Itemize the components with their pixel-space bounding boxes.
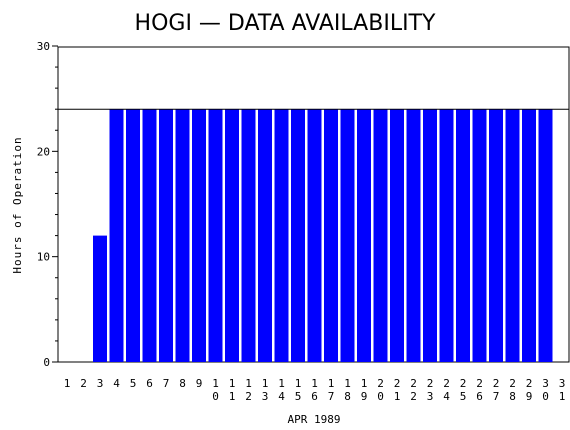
x-tick-label: 9 bbox=[196, 377, 203, 390]
y-axis-label: Hours of Operation bbox=[11, 136, 24, 273]
bar-apr-5 bbox=[126, 109, 140, 362]
bar-apr-28 bbox=[505, 109, 520, 362]
x-tick-label: 2 bbox=[80, 377, 87, 390]
bar-apr-26 bbox=[472, 109, 487, 362]
x-tick-label: 1 bbox=[64, 377, 71, 390]
y-tick-label: 30 bbox=[37, 40, 50, 53]
y-tick-label: 0 bbox=[43, 356, 50, 369]
x-tick-label: 7 bbox=[163, 377, 170, 390]
bar-apr-24 bbox=[439, 109, 454, 362]
x-tick-label: 6 bbox=[146, 377, 153, 390]
bar-apr-9 bbox=[192, 109, 206, 362]
bar-apr-19 bbox=[357, 109, 371, 362]
bar-apr-8 bbox=[175, 109, 190, 362]
bar-apr-23 bbox=[423, 109, 437, 362]
bar-apr-27 bbox=[489, 109, 503, 362]
bar-apr-11 bbox=[225, 109, 239, 362]
x-axis: 1 2 3 4 5 6 7 8 9 1 01 11 21 31 41 51 61 71 81 92 02 12 22 32 42… bbox=[64, 377, 566, 403]
bar-apr-30 bbox=[538, 109, 553, 362]
bar-apr-18 bbox=[340, 109, 355, 362]
x-tick-label: 5 bbox=[130, 377, 137, 390]
bar-apr-4 bbox=[109, 109, 124, 362]
bar-series bbox=[93, 109, 553, 362]
bar-apr-29 bbox=[522, 109, 536, 362]
chart-title: HOGI — DATA AVAILABILITY bbox=[135, 11, 436, 36]
bar-apr-20 bbox=[373, 109, 388, 362]
x-tick-label: 3 bbox=[97, 377, 104, 390]
bar-apr-22 bbox=[406, 109, 421, 362]
bar-apr-3 bbox=[93, 235, 107, 362]
bar-apr-10 bbox=[208, 109, 223, 362]
bar-apr-14 bbox=[274, 109, 289, 362]
y-tick-label: 10 bbox=[37, 251, 50, 264]
bar-apr-13 bbox=[258, 109, 272, 362]
x-axis-label: APR 1989 bbox=[288, 413, 341, 426]
bar-apr-12 bbox=[241, 109, 256, 362]
bar-apr-25 bbox=[456, 109, 470, 362]
bar-apr-15 bbox=[291, 109, 305, 362]
bar-apr-7 bbox=[159, 109, 173, 362]
y-tick-label: 20 bbox=[37, 145, 50, 158]
y-axis: 0 10 20 30 bbox=[37, 40, 58, 369]
bar-apr-6 bbox=[142, 109, 157, 362]
bar-apr-21 bbox=[390, 109, 404, 362]
x-tick-label: 8 bbox=[179, 377, 186, 390]
bar-apr-17 bbox=[324, 109, 338, 362]
bar-apr-16 bbox=[307, 109, 322, 362]
x-tick-label: 4 bbox=[113, 377, 120, 390]
